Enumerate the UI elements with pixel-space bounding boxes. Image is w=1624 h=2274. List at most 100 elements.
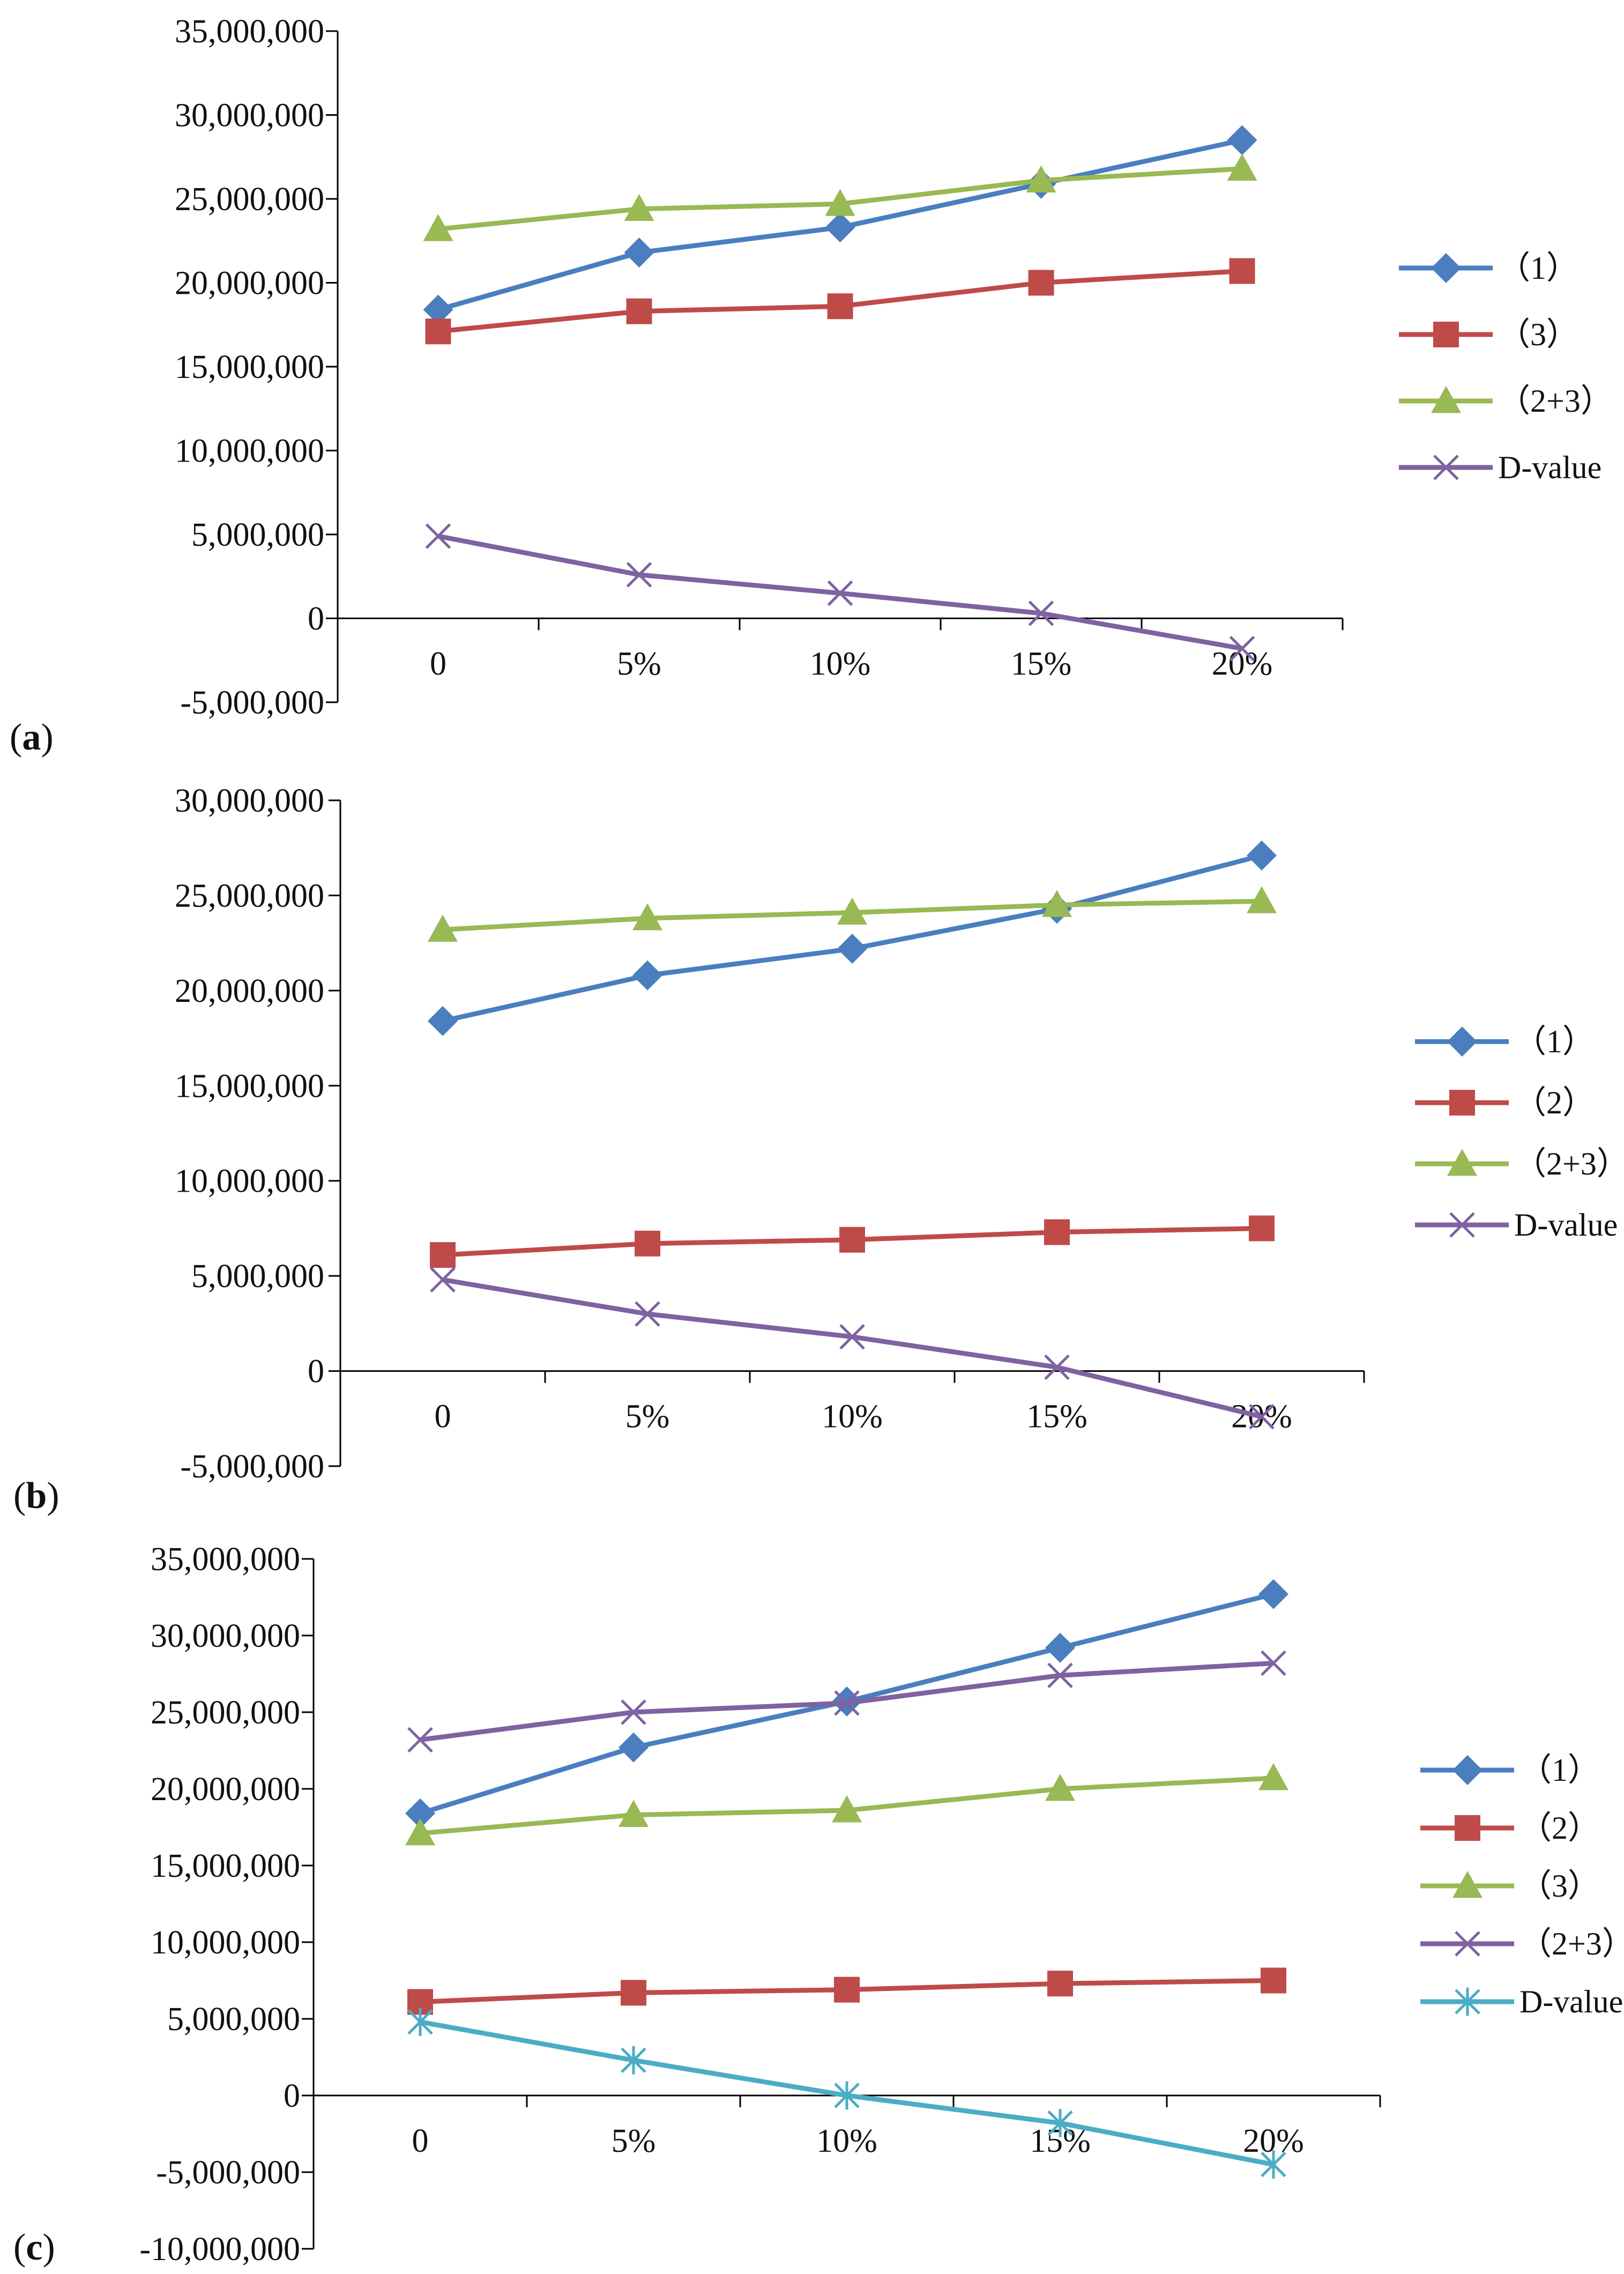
y-tick-label: 5,000,000 [191,517,324,553]
data-point [624,194,654,221]
chart-panel-c: -10,000,000 -5,000,000 0 5,000,000 10,000,00… [139,1541,1624,2268]
y-tick-label: 35,000,000 [151,1541,300,1578]
data-point [423,214,453,241]
legend-label: （2） [1519,1810,1600,1846]
legend-marker [1431,253,1461,283]
series-2 [423,153,1257,241]
y-tick-label: 5,000,000 [191,1258,324,1295]
legend-label: D-value [1514,1207,1618,1243]
data-point [1026,165,1056,192]
y-tick-label: 10,000,000 [151,1924,300,1961]
data-point [1229,636,1255,662]
legend-label: （2+3） [1519,1926,1624,1961]
y-tick-label: 30,000,000 [175,98,324,134]
data-point [635,1301,660,1327]
y-tick-label: 30,000,000 [151,1618,300,1654]
x-tick-label: 0 [412,2123,429,2159]
legend-label: （3） [1498,317,1578,352]
data-point [1258,1579,1288,1609]
series-2 [405,1763,1288,1846]
data-point [624,237,654,268]
legend-marker [1455,1931,1480,1957]
data-point [1047,1662,1073,1689]
legend-marker [1452,1871,1483,1898]
data-point [1044,1219,1070,1245]
series-0 [423,125,1257,325]
data-point [423,294,453,325]
data-point [430,1267,456,1293]
legend-label: （2+3） [1514,1146,1624,1181]
data-point [1229,258,1255,284]
data-point [1045,1632,1075,1663]
data-point [425,318,451,345]
data-point [407,1727,433,1753]
y-tick-label: -5,000,000 [180,685,324,721]
x-tick-label: 20% [1212,646,1273,682]
y-tick-label: 0 [308,1354,324,1390]
data-point [405,1818,435,1846]
x-tick-label: 10% [816,2123,877,2159]
data-point [1047,2109,1073,2137]
legend-marker [1455,1987,1480,2016]
x-tick-label: 0 [430,646,446,682]
series-3 [425,523,1255,662]
panel-label-c: (c) [13,2227,55,2268]
data-point [834,1976,860,2003]
data-point [839,1324,865,1350]
data-point [837,897,867,925]
data-point [1028,270,1054,296]
data-point [405,1798,435,1829]
legend-label: D-value [1498,450,1601,485]
y-tick-label: 5,000,000 [167,2001,300,2038]
data-point [1261,1967,1286,1994]
series-1 [425,258,1255,345]
legend-marker [1433,322,1459,347]
series-1 [407,1967,1286,2015]
data-point [837,933,867,964]
data-point [1247,840,1277,871]
y-tick-label: 0 [308,601,324,637]
y-tick-label: 20,000,000 [175,973,324,1009]
y-tick-label: -10,000,000 [139,2231,300,2268]
x-tick-label: 15% [1011,646,1072,682]
legend-label: （1） [1498,250,1578,286]
legend: （1） （3） （2+3） D-value [1399,250,1613,485]
legend-marker [1431,386,1461,413]
panel-label-a: (a) [10,717,54,758]
data-point [1249,1403,1275,1430]
series-line [442,1277,1263,1420]
panel-label-b: (b) [13,1475,59,1517]
legend: （1） （2） （2+3） D-value [1415,1024,1624,1243]
data-point [632,903,662,931]
data-point [1044,1354,1070,1380]
data-point [834,1690,860,1716]
legend-marker [1455,1815,1480,1841]
legend-marker [1447,1027,1477,1057]
legend-label: （2+3） [1498,383,1613,419]
legend-label: （2） [1514,1085,1595,1120]
series-4 [407,2008,1286,2179]
y-tick-label: 25,000,000 [175,878,324,914]
y-tick-label: 20,000,000 [151,1771,300,1808]
y-tick-label: 15,000,000 [151,1848,300,1884]
series-3 [430,1267,1275,1430]
chart-panel-a: -5,000,000 0 5,000,000 10,000,000 15,000,000… [175,13,1613,721]
data-point [1261,2150,1286,2179]
y-tick-label: 10,000,000 [175,433,324,470]
y-tick-label: 25,000,000 [175,181,324,218]
y-tick-label: 30,000,000 [175,783,324,819]
y-tick-label: 10,000,000 [175,1163,324,1200]
legend-marker [1433,455,1459,480]
x-tick-label: 5% [625,1399,670,1435]
data-point [1249,1215,1275,1242]
data-point [825,189,855,216]
data-point [626,562,652,588]
data-point [632,960,662,991]
legend-label: （1） [1514,1024,1595,1059]
data-point [1258,1763,1288,1790]
data-point [621,1980,646,2006]
x-tick-label: 10% [810,646,871,682]
y-tick-label: 35,000,000 [175,13,324,50]
data-point [619,1800,649,1827]
data-point [1028,600,1054,626]
